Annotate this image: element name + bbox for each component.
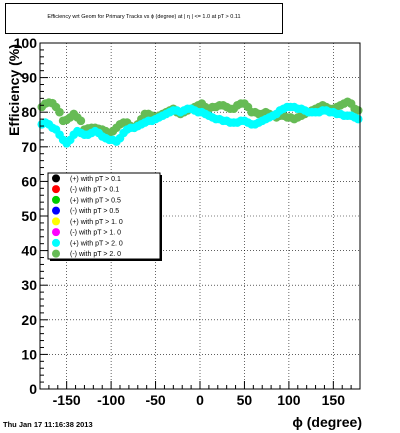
legend-label: (+) with pT > 0.5 <box>70 197 121 204</box>
legend-marker <box>52 174 60 183</box>
x-tick-label: -100 <box>97 392 125 408</box>
x-tick-label: -50 <box>145 392 165 408</box>
timestamp-footer: Thu Jan 17 11:16:38 2013 <box>3 420 93 429</box>
legend-label: (+) with pT > 1. 0 <box>70 219 123 226</box>
legend-marker <box>52 249 60 258</box>
legend-marker <box>52 217 60 226</box>
data-point <box>76 116 86 126</box>
data-points <box>37 97 363 148</box>
data-point <box>55 107 64 117</box>
y-axis-label: Efficiency (%) <box>6 44 22 136</box>
y-tick-label: 50 <box>21 208 37 224</box>
y-tick-label: 100 <box>14 35 38 51</box>
y-tick-label: 90 <box>21 70 37 86</box>
x-tick-label: 50 <box>237 392 253 408</box>
x-tick-label: -150 <box>53 392 81 408</box>
y-tick-label: 80 <box>21 104 37 120</box>
x-tick-label: 0 <box>196 392 204 408</box>
legend-marker <box>52 195 60 204</box>
axis-ticks: 0 10 20 30 40 50 60 70 80 90 100 -150 -100 -50 0 50 100 1… <box>14 35 361 408</box>
legend-marker <box>52 238 60 247</box>
y-tick-label: 40 <box>21 243 37 259</box>
y-tick-label: 60 <box>21 173 37 189</box>
legend-label: (-) with pT > 2. 0 <box>70 251 121 258</box>
legend-label: (+) with pT > 2. 0 <box>70 240 123 247</box>
y-tick-label: 70 <box>21 139 37 155</box>
y-tick-label: 20 <box>21 312 37 328</box>
y-tick-label: 0 <box>29 381 37 397</box>
legend-marker <box>52 206 60 215</box>
y-tick-label: 30 <box>21 277 37 293</box>
legend-label: (+) with pT > 0.1 <box>70 176 121 183</box>
chart-title: Efficiency wrt Geom for Primary Tracks v… <box>47 14 241 20</box>
legend-label: (-) with pT > 0.1 <box>70 187 119 194</box>
legend: (+) with pT > 0.1 (-) with pT > 0.1 (+) wi… <box>47 172 162 261</box>
y-tick-label: 10 <box>21 346 37 362</box>
x-tick-label: 100 <box>277 392 301 408</box>
legend-box <box>47 172 161 260</box>
data-point <box>353 114 363 124</box>
legend-marker <box>52 185 60 194</box>
legend-label: (-) with pT > 1. 0 <box>70 230 121 237</box>
x-axis-label: ϕ (degree) <box>292 414 362 430</box>
legend-label: (-) with pT > 0.5 <box>70 208 119 215</box>
legend-marker <box>52 228 60 237</box>
title-box: Efficiency wrt Geom for Primary Tracks v… <box>5 3 283 34</box>
x-tick-label: 150 <box>322 392 346 408</box>
